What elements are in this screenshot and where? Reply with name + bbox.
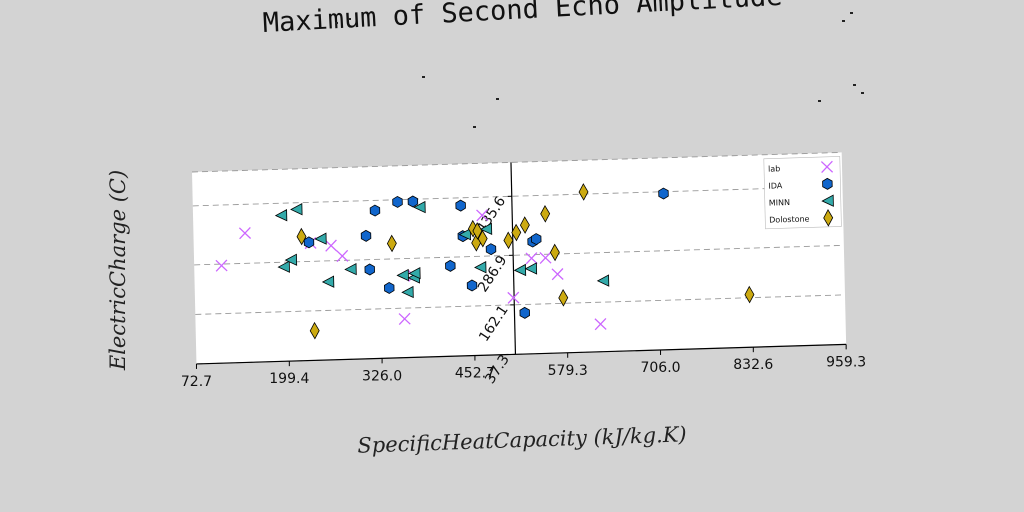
noise-speck: [422, 76, 425, 78]
data-point-dolostone: [823, 209, 834, 227]
noise-speck: [335, 22, 338, 24]
data-point-lab: [336, 249, 349, 263]
data-point-lab: [820, 160, 834, 173]
data-point-lab: [507, 291, 520, 304]
data-point-lab: [525, 252, 538, 265]
noise-speck: [473, 126, 476, 128]
data-point-lab: [551, 268, 564, 281]
data-point-minn: [277, 260, 290, 273]
noise-speck: [818, 100, 821, 102]
data-point-ida: [455, 199, 466, 212]
data-point-ida: [369, 204, 381, 217]
data-point-ida: [519, 306, 530, 319]
data-point-minn: [413, 200, 426, 214]
noise-speck: [861, 92, 864, 94]
grid-line: [192, 185, 843, 207]
x-tick-label: 72.7: [181, 374, 212, 390]
legend-entry-label: MINN: [769, 198, 790, 208]
data-point-dolostone: [578, 183, 589, 201]
data-point-minn: [596, 274, 610, 287]
data-point-minn: [396, 268, 409, 282]
grid-line: [191, 151, 842, 173]
data-point-dolostone: [519, 216, 530, 234]
data-point-dolostone: [744, 285, 755, 304]
noise-speck: [853, 84, 856, 86]
data-point-ida: [364, 263, 375, 276]
data-point-minn: [290, 203, 303, 216]
data-point-minn: [314, 232, 327, 245]
data-point-minn: [474, 261, 487, 274]
data-point-lab: [398, 312, 411, 325]
grid-line: [194, 244, 844, 266]
data-point-dolostone: [540, 204, 551, 223]
data-point-ida: [530, 233, 542, 246]
legend-box: [763, 156, 842, 230]
data-point-dolostone: [511, 223, 522, 242]
data-point-minn: [458, 228, 472, 241]
plot-area: [192, 152, 847, 364]
data-point-lab: [215, 259, 228, 272]
data-point-dolostone: [503, 231, 514, 250]
data-point-minn: [524, 262, 538, 275]
data-point-ida: [658, 187, 669, 200]
data-point-minn: [321, 275, 335, 288]
data-point-minn: [513, 263, 527, 277]
x-tick-label: 326.0: [362, 368, 402, 384]
data-point-minn: [821, 194, 834, 207]
data-point-ida: [392, 195, 403, 208]
data-point-ida: [445, 259, 456, 272]
legend-entry-label: lab: [768, 164, 780, 173]
noise-speck: [496, 98, 499, 100]
y-axis-line: [510, 162, 517, 355]
data-point-ida: [303, 236, 315, 249]
data-point-ida: [822, 177, 833, 190]
data-point-dolostone: [386, 234, 397, 253]
data-point-dolostone: [296, 227, 307, 246]
legend: lab IDA MINN Dolostone: [763, 156, 842, 230]
noise-speck: [850, 12, 853, 14]
data-points: [215, 183, 838, 340]
noise-speck: [348, 18, 351, 20]
data-point-ida: [485, 243, 497, 256]
data-point-dolostone: [558, 289, 569, 307]
data-point-minn: [401, 285, 414, 299]
data-point-lab: [324, 239, 338, 252]
legend-entry-label: Dolostone: [769, 214, 810, 224]
x-tick-label: 832.6: [733, 357, 773, 373]
noise-speck: [842, 20, 845, 22]
data-point-lab: [238, 227, 252, 240]
data-point-lab: [476, 209, 489, 222]
data-point-minn: [274, 209, 288, 222]
data-point-dolostone: [477, 229, 488, 248]
x-tick-label: 579.3: [548, 363, 588, 379]
x-tick-label: 959.3: [826, 354, 866, 370]
grid-line: [195, 294, 846, 315]
data-point-lab: [594, 317, 607, 331]
data-point-lab: [539, 251, 552, 264]
data-point-ida: [407, 195, 419, 208]
data-point-minn: [408, 266, 421, 280]
x-tick-labels: 72.7 199.4 326.0 452.7 579.3 706.0 832.6 959.3: [181, 344, 866, 390]
data-point-minn: [344, 262, 357, 276]
data-point-ida: [384, 282, 395, 294]
data-point-dolostone: [472, 222, 483, 240]
x-axis-line: [196, 343, 847, 365]
data-point-ida: [360, 229, 372, 242]
data-point-dolostone: [309, 321, 320, 340]
x-tick-label: 706.0: [640, 360, 680, 376]
data-point-dolostone: [549, 243, 560, 262]
x-tick-label: 452.7: [455, 366, 495, 382]
data-point-minn: [479, 222, 493, 236]
x-tick-label: 199.4: [269, 371, 309, 387]
data-point-minn: [284, 253, 298, 266]
legend-entry-label: IDA: [768, 181, 783, 190]
data-point-ida: [466, 279, 478, 292]
